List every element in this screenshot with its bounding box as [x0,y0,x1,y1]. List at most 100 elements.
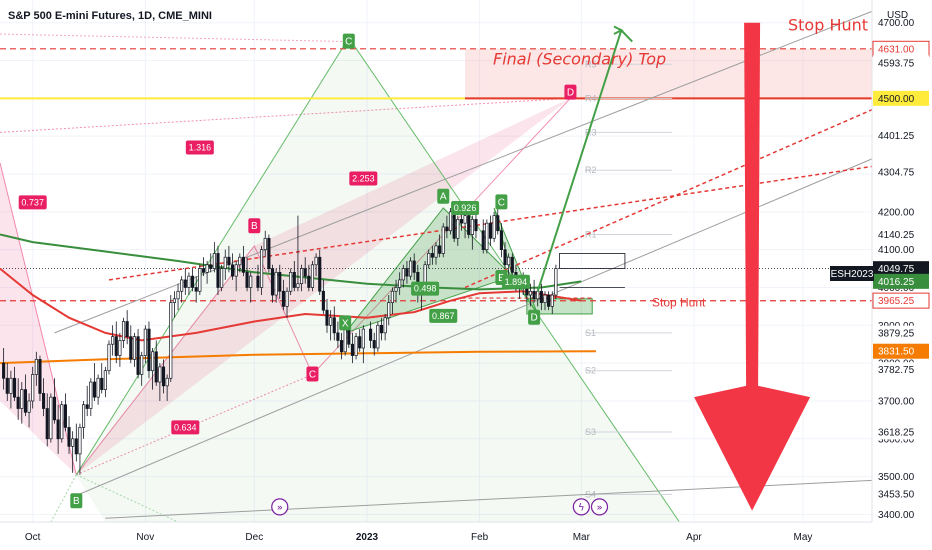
candle-body [161,366,166,387]
pivot-label: R3 [585,127,597,137]
candle-body [507,256,511,266]
forward-icon-glyph: » [596,502,602,513]
candle-body [499,230,503,251]
candle-body [205,264,209,273]
harmonic-fill-pink [0,98,571,475]
candle-body [183,279,187,288]
candle-body [532,290,536,300]
price-label-box [873,226,929,242]
ratio-label: 0.867 [432,311,455,321]
candle-body [256,275,260,288]
pattern-point-label: C [498,197,505,208]
candle-body [132,336,136,360]
candle-body [554,268,558,296]
candle-body [107,343,111,372]
candle-body [12,377,17,398]
candle-body [412,260,416,273]
time-axis[interactable] [0,522,872,550]
candle-body [343,328,347,353]
candle-body [34,358,38,375]
candle-body [2,362,6,379]
triangle-dotted-green [76,474,179,523]
candle-body [292,271,296,288]
price-tick-label: 3500.00 [878,472,915,483]
pattern-point-label: D [530,313,537,324]
candle-body [140,355,144,375]
candle-body [169,302,173,379]
pivot-label: S1 [585,328,596,338]
candle-body [387,302,391,319]
pivot-label: R5 [585,59,597,69]
price-label-text: 4049.75 [878,264,915,275]
candle-body [176,290,180,300]
candle-body [56,419,60,440]
candle-body [45,408,49,440]
candle-body [394,287,398,292]
channel-line-lower [76,158,873,496]
ratio-label: 0.926 [454,203,477,213]
candle-body [267,237,271,269]
candle-body [543,294,547,303]
candle-body [467,215,471,235]
ratio-badge [501,274,530,289]
symbol-label: ESH2023 [831,269,874,280]
position-box [559,253,626,269]
price-tick-label: 3700.00 [878,396,915,407]
candle-body [27,400,31,413]
time-tick-label: Apr [686,532,702,543]
time-tick-label: May [794,532,813,543]
candle-body [350,343,355,356]
price-label-text: 4593.75 [878,58,915,69]
price-label-box [873,486,929,502]
pivot-levels: R5R4R3R2R1S1S2S3S4 [584,59,673,499]
candle-body [263,237,267,251]
time-tick-label: Oct [25,532,41,543]
candle-body [230,264,235,277]
pattern-point-badge [70,493,83,509]
moving-average-line [0,267,582,342]
price-label-text: 4304.75 [878,168,915,179]
price-label-box [873,424,929,440]
pattern-fills [0,33,680,523]
pivot-label: R4 [585,93,597,103]
candle-body [180,279,184,292]
candle-body [223,256,227,269]
candle-body [310,264,315,288]
candle-body [536,290,540,300]
currency-label: USD [887,10,908,21]
candle-body [358,336,362,349]
candle-body [227,256,231,266]
price-axis-labels: 4631.00 4593.75 4500.00 4401.25 4304.75 4140.… [872,40,930,502]
candle-body [289,271,293,292]
candle-body [92,381,97,398]
time-tick-label: 2023 [356,532,379,543]
pattern-point-label: D [567,88,574,99]
candle-body [125,321,129,338]
candle-body [274,271,278,296]
time-axis-ticks: Oct Nov Dec 2023 Feb Mar Apr May [25,532,813,543]
candle-body [470,219,474,235]
ratio-badge [171,420,200,435]
pattern-point-badge [248,218,261,234]
candle-body [332,317,336,334]
candle-body [136,336,140,375]
candle-body [528,290,533,296]
candle-body [81,404,86,428]
ratio-badge [349,171,378,186]
candle-body [111,336,115,345]
pattern-point-label: B [498,273,505,284]
pivot-label: R2 [585,165,597,175]
pattern-point-badge [437,188,450,204]
symbol-badge[interactable]: ESH2023 [830,266,874,281]
ratio-label: 0.498 [414,284,437,294]
candle-body [121,321,126,341]
pivot-label: S3 [585,427,596,437]
candle-body [430,253,434,258]
candle-body [369,328,373,341]
pattern-point-label: C [309,369,316,380]
candle-body [427,253,431,266]
candle-body [459,219,464,224]
candle-body [285,290,289,307]
candle-body [547,294,551,307]
